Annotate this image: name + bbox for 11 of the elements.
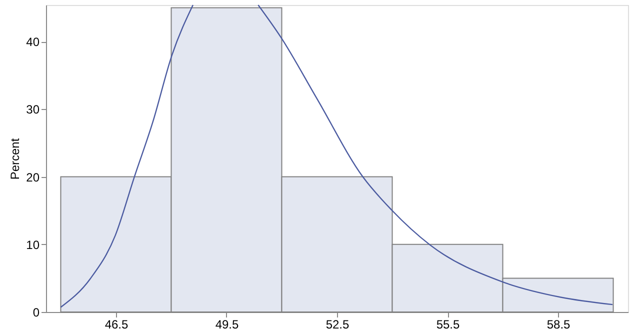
y-tick-label: 30 (26, 102, 40, 117)
y-tick-label: 0 (32, 306, 40, 320)
x-tick-label: 55.5 (436, 318, 460, 332)
x-tick-label: 58.5 (546, 318, 571, 332)
y-tick-label: 40 (26, 35, 40, 50)
x-tick-label: 52.5 (326, 318, 350, 332)
x-tick-label: 46.5 (104, 318, 128, 332)
y-tick-label: 10 (26, 238, 40, 252)
y-tick-label: 20 (26, 170, 40, 184)
x-tick-label: 49.5 (215, 318, 239, 332)
y-axis-title: Percent (8, 138, 22, 180)
